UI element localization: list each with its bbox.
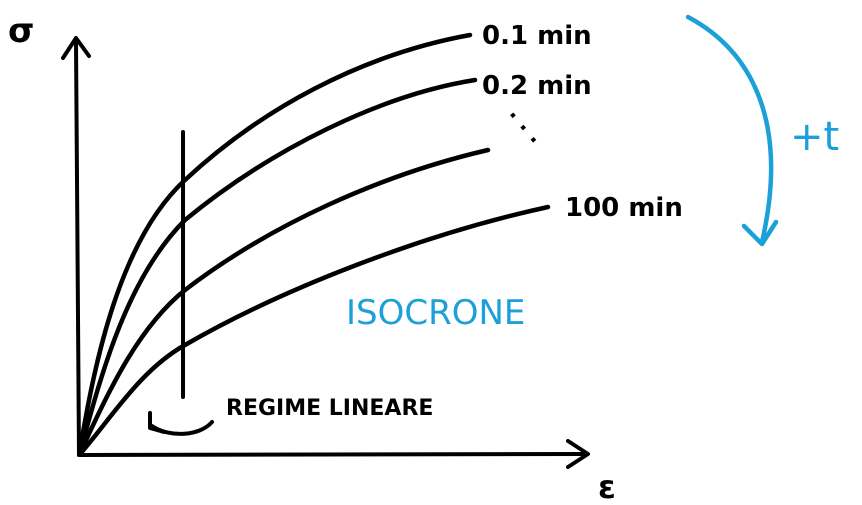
curve-label-1: 0.1 min	[482, 21, 592, 51]
isochrone-curve-3	[77, 147, 491, 456]
isochrone-curve-4	[77, 204, 551, 457]
y-axis-arrowhead	[61, 36, 91, 60]
curve-label-4: 100 min	[565, 193, 683, 223]
isochrone-curve-2	[77, 77, 478, 455]
isochrone-curve-1	[77, 32, 473, 453]
linear-regime-label: REGIME LINEARE	[226, 396, 433, 421]
x-axis-label: ε	[598, 468, 616, 505]
ellipsis: · · ·	[500, 105, 545, 152]
linear-regime-arrowhead	[148, 411, 166, 434]
time-arrow-label: +t	[790, 114, 839, 160]
x-axis-arrowhead	[566, 439, 590, 469]
time-arrow	[685, 14, 774, 245]
x-axis	[77, 452, 588, 457]
curve-label-2: 0.2 min	[482, 71, 592, 101]
diagram-title: ISOCRONE	[346, 293, 525, 333]
y-axis-label: σ	[8, 11, 34, 51]
time-arrow-head	[741, 219, 779, 247]
y-axis	[74, 40, 81, 457]
